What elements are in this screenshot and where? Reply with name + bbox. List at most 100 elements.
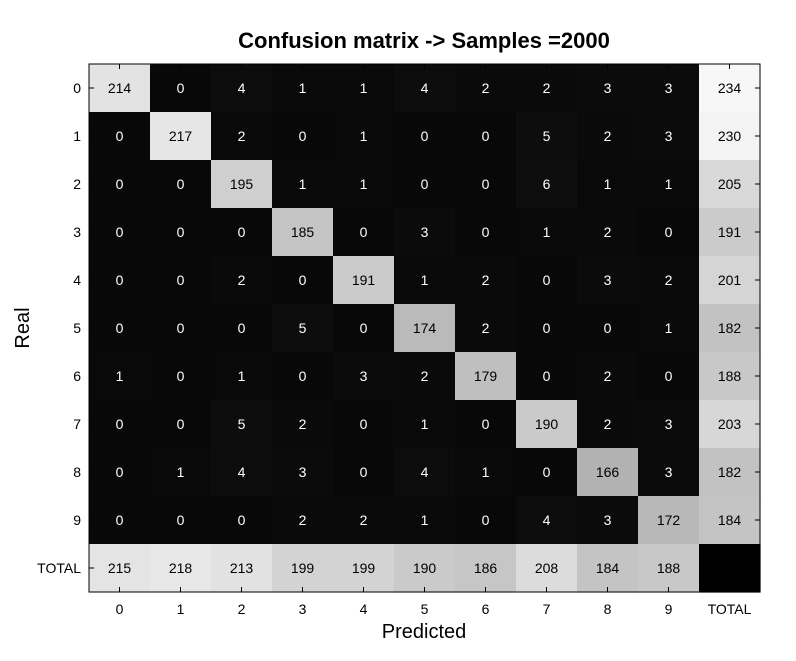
cell-value-label: 1: [421, 272, 429, 288]
heatmap-cell-7-5: [394, 400, 456, 449]
heatmap-cell-5-7: [516, 304, 578, 353]
x-tick-label: 2: [238, 601, 246, 617]
heatmap-cell-5-5: [394, 304, 456, 353]
heatmap-cell-5-4: [333, 304, 395, 353]
cell-value-label: 2: [482, 80, 490, 96]
heatmap-cell-10-7: [516, 544, 578, 593]
heatmap-cell-2-2: [211, 160, 273, 209]
cell-value-label: 0: [360, 416, 368, 432]
heatmap-cell-9-9: [638, 496, 700, 545]
heatmap-cell-8-9: [638, 448, 700, 497]
cell-value-label: 3: [604, 80, 612, 96]
heatmap-cell-10-2: [211, 544, 273, 593]
heatmap-cell-10-9: [638, 544, 700, 593]
heatmap-cell-10-0: [89, 544, 151, 593]
heatmap-cell-9-3: [272, 496, 334, 545]
cell-value-label: 0: [116, 320, 124, 336]
heatmap-cell-2-8: [577, 160, 639, 209]
cell-value-label: 1: [665, 176, 673, 192]
cell-value-label: 0: [177, 368, 185, 384]
cell-value-label: 5: [238, 416, 246, 432]
y-tick-label: 5: [73, 320, 81, 336]
cell-value-label: 0: [665, 224, 673, 240]
heatmap-cell-4-2: [211, 256, 273, 305]
heatmap-cell-3-9: [638, 208, 700, 257]
cell-value-label: 2: [604, 416, 612, 432]
heatmap-cell-8-0: [89, 448, 151, 497]
x-axis-label: Predicted: [382, 621, 467, 643]
heatmap-cell-9-1: [150, 496, 212, 545]
heatmap-cell-2-1: [150, 160, 212, 209]
heatmap-cell-2-9: [638, 160, 700, 209]
heatmap-cell-4-9: [638, 256, 700, 305]
heatmap-cell-1-9: [638, 112, 700, 161]
heatmap-cell-0-2: [211, 64, 273, 113]
cell-value-label: 0: [177, 176, 185, 192]
cell-value-label: 2: [299, 416, 307, 432]
heatmap-cell-1-5: [394, 112, 456, 161]
cell-value-label: 2: [604, 368, 612, 384]
heatmap-cell-8-2: [211, 448, 273, 497]
heatmap-cell-6-8: [577, 352, 639, 401]
heatmap-cell-6-4: [333, 352, 395, 401]
cell-value-label: 3: [665, 416, 673, 432]
heatmap-cell-2-5: [394, 160, 456, 209]
cell-value-label: 0: [482, 128, 490, 144]
cell-value-label: 0: [238, 224, 246, 240]
cell-value-label: 0: [177, 416, 185, 432]
cell-value-label: 199: [352, 560, 376, 576]
x-tick-label: 8: [604, 601, 612, 617]
heatmap-cell-3-4: [333, 208, 395, 257]
cell-value-label: 3: [665, 80, 673, 96]
heatmap-cell-10-10: [699, 544, 761, 593]
heatmap-cell-10-5: [394, 544, 456, 593]
heatmap-cell-6-2: [211, 352, 273, 401]
heatmap-cell-0-6: [455, 64, 517, 113]
heatmap-cell-0-10: [699, 64, 761, 113]
x-tick-label: 9: [665, 601, 673, 617]
cell-value-label: 0: [482, 512, 490, 528]
heatmap-cell-9-5: [394, 496, 456, 545]
heatmap-cell-6-3: [272, 352, 334, 401]
cell-value-label: 190: [413, 560, 437, 576]
cell-value-label: 3: [604, 512, 612, 528]
cell-value-label: 205: [718, 176, 742, 192]
heatmap-cell-4-7: [516, 256, 578, 305]
cell-value-label: 0: [543, 368, 551, 384]
cell-value-label: 4: [543, 512, 551, 528]
cell-value-label: 2: [238, 272, 246, 288]
y-tick-label: 2: [73, 176, 81, 192]
heatmap-cell-2-7: [516, 160, 578, 209]
cell-value-label: 188: [657, 560, 681, 576]
heatmap-cell-0-1: [150, 64, 212, 113]
heatmap-cell-5-6: [455, 304, 517, 353]
y-tick-label: 1: [73, 128, 81, 144]
cell-value-label: 0: [238, 320, 246, 336]
heatmap-cell-7-9: [638, 400, 700, 449]
cell-value-label: 2: [604, 128, 612, 144]
heatmap-cell-5-1: [150, 304, 212, 353]
heatmap-cell-7-3: [272, 400, 334, 449]
heatmap-cell-6-0: [89, 352, 151, 401]
cell-value-label: 4: [238, 80, 246, 96]
cell-value-label: 172: [657, 512, 681, 528]
cell-value-label: 0: [299, 128, 307, 144]
cell-value-label: 0: [116, 128, 124, 144]
y-axis-label: Real: [12, 307, 34, 348]
cell-value-label: 1: [116, 368, 124, 384]
cell-value-label: 1: [421, 416, 429, 432]
heatmap-cell-2-10: [699, 160, 761, 209]
cell-value-label: 0: [360, 320, 368, 336]
cell-value-label: 0: [665, 368, 673, 384]
cell-value-label: 184: [718, 512, 742, 528]
heatmap-cell-7-0: [89, 400, 151, 449]
cell-value-label: 0: [421, 128, 429, 144]
heatmap-cell-0-0: [89, 64, 151, 113]
heatmap-cell-7-1: [150, 400, 212, 449]
heatmap-cell-3-1: [150, 208, 212, 257]
cell-value-label: 174: [413, 320, 437, 336]
cell-value-label: 2: [299, 512, 307, 528]
cell-value-label: 0: [116, 224, 124, 240]
heatmap-cell-3-3: [272, 208, 334, 257]
